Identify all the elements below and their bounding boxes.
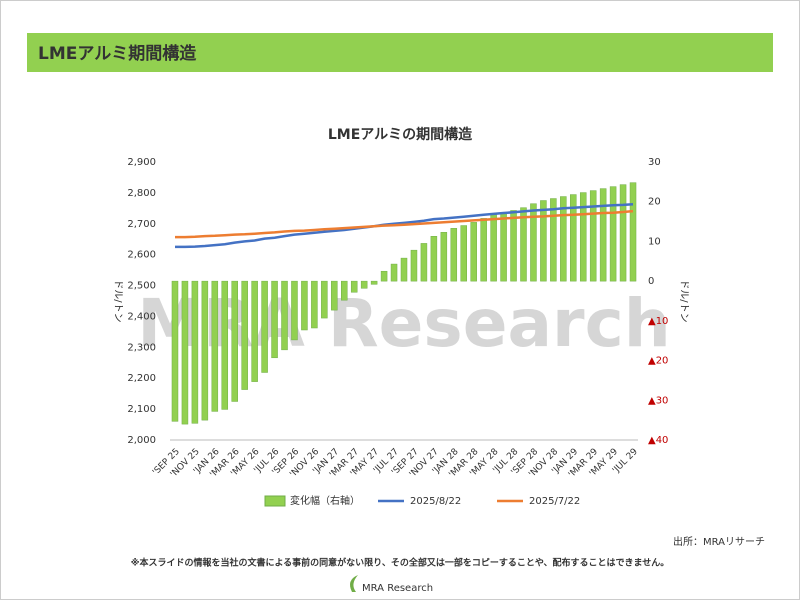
y2-tick-label: 10 bbox=[648, 236, 661, 247]
bar bbox=[380, 270, 388, 282]
line-series bbox=[175, 209, 634, 239]
y-tick-label: 2,000 bbox=[127, 435, 156, 446]
legend-swatch bbox=[264, 495, 286, 507]
y2-tick-label: ▲10 bbox=[648, 316, 668, 327]
bar bbox=[400, 257, 408, 282]
y-tick-label: 2,200 bbox=[127, 373, 156, 384]
bar bbox=[619, 184, 627, 282]
y-tick-label: 2,900 bbox=[127, 157, 156, 168]
bar bbox=[261, 280, 268, 373]
bar bbox=[500, 212, 507, 282]
bar bbox=[291, 280, 298, 341]
bar bbox=[470, 222, 477, 282]
bar bbox=[410, 249, 418, 282]
bar bbox=[450, 228, 458, 282]
bar bbox=[271, 280, 278, 359]
bar bbox=[530, 203, 537, 282]
y-tick-label: 2,400 bbox=[127, 311, 156, 322]
bar bbox=[609, 186, 617, 282]
logo: MRA Research bbox=[362, 583, 433, 594]
bar bbox=[201, 280, 209, 421]
legend-label: 変化幅（右軸） bbox=[290, 494, 360, 507]
chart-title: LMEアルミの期間構造 bbox=[328, 126, 472, 143]
y-tick-label: 2,700 bbox=[127, 219, 156, 230]
bar bbox=[301, 280, 308, 331]
bar bbox=[231, 280, 238, 402]
y2-tick-label: ▲40 bbox=[648, 435, 668, 446]
bar bbox=[599, 188, 607, 282]
bar bbox=[281, 280, 288, 351]
bar bbox=[589, 190, 597, 282]
bar bbox=[171, 280, 179, 422]
bar bbox=[510, 210, 517, 282]
bar bbox=[460, 225, 467, 282]
legend-label: 2025/7/22 bbox=[529, 496, 580, 507]
y2-axis-label: ドル/トン bbox=[678, 279, 689, 322]
bar bbox=[550, 198, 557, 282]
bar bbox=[520, 207, 527, 282]
bar bbox=[211, 280, 219, 412]
bar bbox=[251, 280, 258, 382]
bar bbox=[191, 280, 199, 424]
y2-tick-label: 20 bbox=[648, 197, 661, 208]
y2-tick-label: 30 bbox=[648, 157, 661, 168]
y2-tick-label: 0 bbox=[648, 276, 654, 287]
bar bbox=[360, 280, 368, 289]
bar bbox=[341, 280, 348, 301]
y-axis-label: ドル/トン bbox=[112, 279, 123, 322]
bar bbox=[570, 194, 577, 282]
y-tick-label: 2,500 bbox=[127, 281, 156, 292]
y2-tick-label: ▲20 bbox=[648, 356, 668, 367]
bar bbox=[560, 196, 567, 282]
bar bbox=[321, 280, 328, 319]
y-tick-label: 2,800 bbox=[127, 188, 156, 199]
bar bbox=[420, 243, 428, 282]
logo-icon bbox=[350, 575, 358, 592]
bar bbox=[390, 263, 398, 282]
y-tick-label: 2,600 bbox=[127, 250, 156, 261]
bar bbox=[490, 214, 497, 282]
source: 出所：MRAリサーチ bbox=[673, 535, 765, 548]
bar bbox=[579, 192, 587, 282]
bar bbox=[480, 218, 487, 282]
bar bbox=[221, 280, 229, 410]
bar bbox=[540, 200, 547, 282]
bar bbox=[629, 182, 637, 282]
bar bbox=[350, 280, 358, 293]
y2-tick-label: ▲30 bbox=[648, 395, 668, 406]
y-tick-label: 2,100 bbox=[127, 404, 156, 415]
footnote: ※本スライドの情報を当社の文書による事前の同意がない限り、その全部又は一部をコピ… bbox=[131, 557, 670, 569]
header-bar bbox=[27, 33, 773, 72]
y-tick-label: 2,300 bbox=[127, 342, 156, 353]
bar bbox=[370, 280, 378, 285]
legend-label: 2025/8/22 bbox=[410, 496, 461, 507]
bar bbox=[331, 280, 338, 311]
line-series bbox=[175, 203, 634, 249]
bar bbox=[181, 280, 189, 425]
bar bbox=[430, 236, 438, 282]
bar bbox=[311, 280, 318, 329]
bar bbox=[241, 280, 248, 390]
header-title: LMEアルミ期間構造 bbox=[38, 43, 197, 64]
bar bbox=[440, 232, 448, 282]
